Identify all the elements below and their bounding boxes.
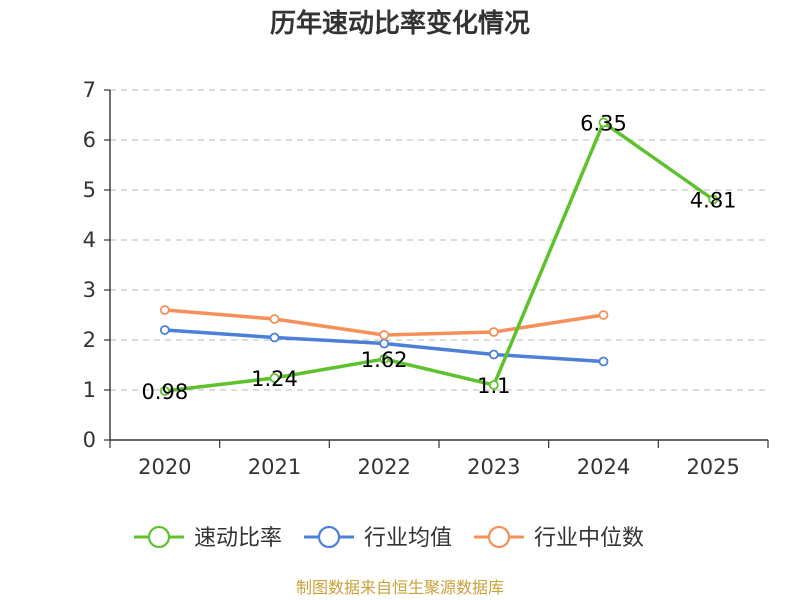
series-line [163, 120, 715, 393]
x-tick-label: 2023 [467, 455, 520, 479]
data-point[interactable] [379, 338, 390, 349]
y-tick-label: 3 [83, 278, 96, 302]
data-point[interactable] [159, 305, 170, 315]
x-tick-label: 2021 [248, 455, 301, 479]
data-label: 1.1 [477, 374, 510, 398]
legend-item[interactable]: 行业中位数 [474, 525, 644, 551]
data-point[interactable] [269, 373, 280, 383]
y-tick-label: 0 [83, 428, 96, 452]
series-lines [159, 117, 719, 396]
data-point[interactable] [379, 354, 390, 364]
y-tick-label: 4 [83, 228, 96, 252]
y-tick-label: 1 [83, 378, 96, 402]
data-point[interactable] [598, 310, 609, 320]
data-label: 4.81 [690, 189, 737, 213]
data-point[interactable] [379, 330, 390, 340]
data-point[interactable] [488, 380, 499, 390]
data-labels: 0.98 1.24 1.62 1.1 6.35 4.81 [141, 112, 736, 405]
legend[interactable]: 速动比率 行业均值 行业中位数 [134, 525, 644, 551]
y-axis-ticks: 0 1 2 3 4 5 6 7 [83, 78, 96, 452]
data-label: 0.98 [141, 380, 188, 404]
x-tick-label: 2025 [686, 455, 739, 479]
data-point[interactable] [598, 356, 609, 367]
legend-marker [487, 525, 511, 549]
data-label: 1.24 [251, 367, 298, 391]
legend-label: 行业中位数 [534, 526, 644, 551]
x-tick-label: 2022 [357, 455, 410, 479]
data-label: 1.62 [361, 348, 408, 372]
data-point[interactable] [159, 325, 170, 335]
chart-title: 历年速动比率变化情况 [270, 8, 530, 39]
data-point[interactable] [488, 327, 499, 337]
x-tick-label: 2024 [577, 455, 630, 479]
legend-marker [147, 525, 171, 549]
axes [104, 89, 769, 448]
y-tick-label: 7 [83, 78, 96, 102]
y-tick-label: 6 [83, 128, 96, 152]
legend-marker [317, 525, 341, 549]
data-point[interactable] [159, 386, 170, 396]
data-label: 6.35 [580, 112, 627, 136]
data-point[interactable] [269, 332, 280, 343]
legend-label: 速动比率 [194, 526, 282, 551]
y-tick-label: 2 [83, 328, 96, 352]
legend-item[interactable]: 行业均值 [304, 525, 452, 551]
data-point[interactable] [269, 314, 280, 324]
legend-item[interactable]: 速动比率 [134, 525, 282, 551]
source-note: 制图数据来自恒生聚源数据库 [296, 578, 504, 597]
y-tick-label: 5 [83, 178, 96, 202]
data-point[interactable] [708, 194, 719, 205]
x-axis-ticks: 2020 2021 2022 2023 2024 2025 [138, 455, 740, 479]
data-point[interactable] [598, 117, 609, 128]
legend-label: 行业均值 [364, 526, 452, 551]
x-tick-label: 2020 [138, 455, 191, 479]
gridlines [110, 89, 768, 391]
data-point[interactable] [488, 349, 499, 360]
